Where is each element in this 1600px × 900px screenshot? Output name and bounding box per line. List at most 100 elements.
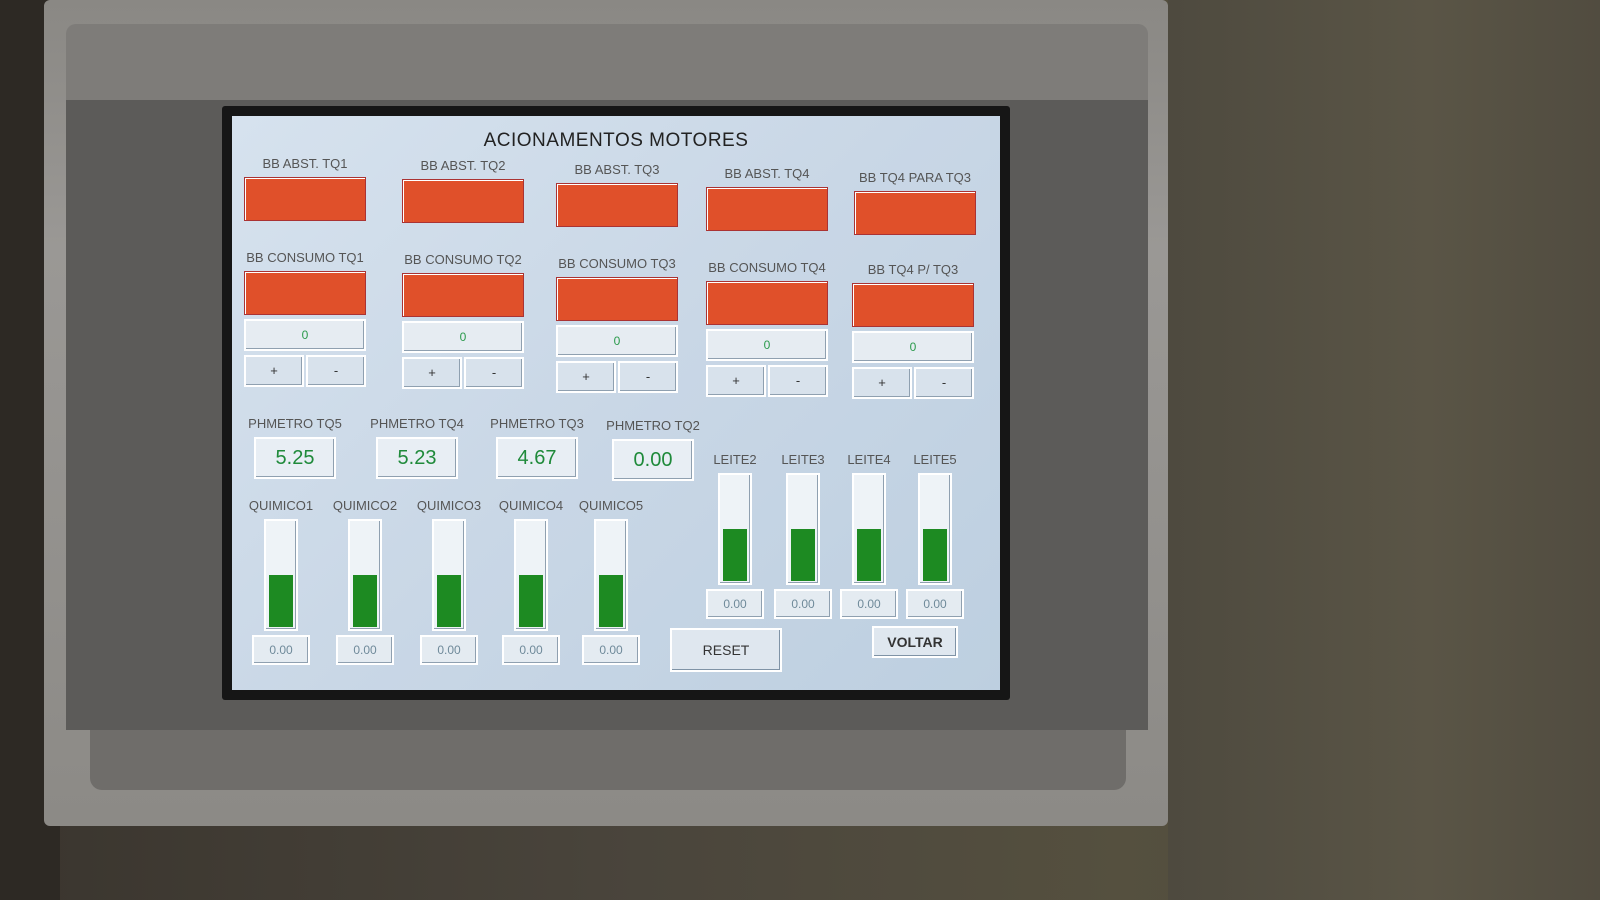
increment-button[interactable]: + xyxy=(706,365,766,397)
motor-consumo-tq2: BB CONSUMO TQ2 0 + - xyxy=(402,252,524,389)
increment-button[interactable]: + xyxy=(556,361,616,393)
panel-bezel-bottom xyxy=(90,730,1126,790)
level-fill xyxy=(857,529,881,581)
motor-label: BB CONSUMO TQ2 xyxy=(404,252,522,267)
hmi-screen: ACIONAMENTOS MOTORES BB ABST. TQ1 BB ABS… xyxy=(232,116,1000,690)
ph-label: PHMETRO TQ3 xyxy=(490,416,584,431)
tank-label: LEITE2 xyxy=(713,452,757,467)
level-bar xyxy=(718,473,752,585)
stepper: + - xyxy=(556,361,678,393)
decrement-button[interactable]: - xyxy=(618,361,678,393)
tank-label: QUIMICO3 xyxy=(416,498,482,513)
increment-button[interactable]: + xyxy=(402,357,462,389)
motor-abst-tq4: BB ABST. TQ4 xyxy=(706,166,828,231)
tank-label: QUIMICO4 xyxy=(498,498,564,513)
level-bar xyxy=(264,519,298,631)
motor-toggle-button[interactable] xyxy=(556,183,678,227)
tank-quimico2: QUIMICO2 0.00 xyxy=(330,498,400,665)
motor-toggle-button[interactable] xyxy=(244,271,366,315)
speed-value: 0 xyxy=(706,329,828,361)
speed-value: 0 xyxy=(244,319,366,351)
tank-leite5: LEITE5 0.00 xyxy=(900,452,970,619)
motor-consumo-tq4: BB CONSUMO TQ4 0 + - xyxy=(706,260,828,397)
level-fill xyxy=(269,575,293,627)
decrement-button[interactable]: - xyxy=(914,367,974,399)
level-bar xyxy=(514,519,548,631)
motor-toggle-button[interactable] xyxy=(402,273,524,317)
ph-label: PHMETRO TQ2 xyxy=(606,418,700,433)
tank-label: LEITE4 xyxy=(847,452,891,467)
ph-value: 5.23 xyxy=(376,437,458,479)
decrement-button[interactable]: - xyxy=(768,365,828,397)
voltar-button[interactable]: VOLTAR xyxy=(872,626,958,658)
motor-label: BB CONSUMO TQ4 xyxy=(708,260,826,275)
motor-toggle-button[interactable] xyxy=(244,177,366,221)
stepper: + - xyxy=(402,357,524,389)
level-bar xyxy=(594,519,628,631)
ph-meter-tq4: PHMETRO TQ4 5.23 xyxy=(362,416,472,479)
speed-value: 0 xyxy=(402,321,524,353)
level-fill xyxy=(437,575,461,627)
level-fill xyxy=(723,529,747,581)
tank-value: 0.00 xyxy=(420,635,478,665)
motor-label: BB TQ4 PARA TQ3 xyxy=(859,170,971,185)
tank-leite3: LEITE3 0.00 xyxy=(768,452,838,619)
tank-value: 0.00 xyxy=(582,635,640,665)
level-fill xyxy=(923,529,947,581)
tank-label: QUIMICO1 xyxy=(248,498,314,513)
tank-value: 0.00 xyxy=(906,589,964,619)
motor-abst-tq2: BB ABST. TQ2 xyxy=(402,158,524,223)
motor-label: BB ABST. TQ4 xyxy=(724,166,810,181)
increment-button[interactable]: + xyxy=(244,355,304,387)
decrement-button[interactable]: - xyxy=(306,355,366,387)
tank-leite4: LEITE4 0.00 xyxy=(834,452,904,619)
ph-label: PHMETRO TQ4 xyxy=(370,416,464,431)
motor-label: BB ABST. TQ2 xyxy=(420,158,506,173)
tank-label: LEITE3 xyxy=(781,452,825,467)
ph-meter-tq5: PHMETRO TQ5 5.25 xyxy=(240,416,350,479)
level-bar xyxy=(432,519,466,631)
decrement-button[interactable]: - xyxy=(464,357,524,389)
tank-label: LEITE5 xyxy=(913,452,957,467)
motor-toggle-button[interactable] xyxy=(706,281,828,325)
tank-label: QUIMICO2 xyxy=(332,498,398,513)
motor-toggle-button[interactable] xyxy=(852,283,974,327)
tank-value: 0.00 xyxy=(502,635,560,665)
speed-value: 0 xyxy=(556,325,678,357)
motor-label: BB ABST. TQ1 xyxy=(262,156,348,171)
tank-value: 0.00 xyxy=(774,589,832,619)
motor-tq4-para-tq3: BB TQ4 PARA TQ3 xyxy=(854,170,976,235)
level-fill xyxy=(519,575,543,627)
panel-bezel-top xyxy=(66,24,1148,100)
motor-label: BB ABST. TQ3 xyxy=(574,162,660,177)
tank-label: QUIMICO5 xyxy=(578,498,644,513)
reset-button[interactable]: RESET xyxy=(670,628,782,672)
ph-label: PHMETRO TQ5 xyxy=(248,416,342,431)
level-bar xyxy=(852,473,886,585)
ph-value: 5.25 xyxy=(254,437,336,479)
motor-toggle-button[interactable] xyxy=(402,179,524,223)
level-bar xyxy=(348,519,382,631)
level-bar xyxy=(786,473,820,585)
stepper: + - xyxy=(706,365,828,397)
motor-toggle-button[interactable] xyxy=(706,187,828,231)
ph-value: 0.00 xyxy=(612,439,694,481)
motor-abst-tq1: BB ABST. TQ1 xyxy=(244,156,366,221)
level-bar xyxy=(918,473,952,585)
page-title: ACIONAMENTOS MOTORES xyxy=(483,130,749,151)
level-fill xyxy=(599,575,623,627)
motor-label: BB TQ4 P/ TQ3 xyxy=(867,262,959,277)
tank-value: 0.00 xyxy=(706,589,764,619)
motor-toggle-button[interactable] xyxy=(556,277,678,321)
tank-quimico5: QUIMICO5 0.00 xyxy=(576,498,646,665)
level-fill xyxy=(791,529,815,581)
motor-label: BB CONSUMO TQ1 xyxy=(246,250,364,265)
tank-value: 0.00 xyxy=(336,635,394,665)
tank-quimico1: QUIMICO1 0.00 xyxy=(246,498,316,665)
increment-button[interactable]: + xyxy=(852,367,912,399)
motor-toggle-button[interactable] xyxy=(854,191,976,235)
stepper: + - xyxy=(244,355,366,387)
tank-quimico3: QUIMICO3 0.00 xyxy=(414,498,484,665)
speed-value: 0 xyxy=(852,331,974,363)
motor-tq4-p-tq3: BB TQ4 P/ TQ3 0 + - xyxy=(852,262,974,399)
